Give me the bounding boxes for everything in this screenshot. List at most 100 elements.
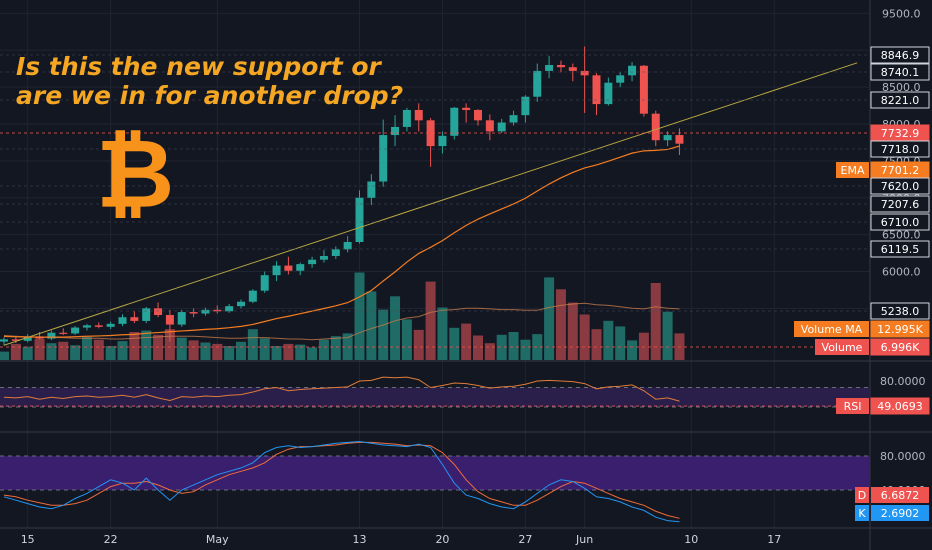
- candle-body: [521, 96, 530, 116]
- candle-body: [165, 315, 174, 325]
- candle-body: [379, 135, 388, 182]
- candle: [391, 115, 400, 147]
- volume-bar: [484, 343, 495, 360]
- price-label: 7701.2 EMA: [836, 161, 930, 179]
- price-label-value: 7718.0: [881, 143, 920, 156]
- volume-bar: [437, 307, 448, 360]
- candle: [106, 321, 115, 330]
- candle-body: [438, 135, 447, 147]
- candle-body: [11, 339, 20, 341]
- price-label: 7732.9: [870, 124, 930, 142]
- headline-line-2: are we in for another drop?: [16, 81, 404, 110]
- indicator-bands: [0, 387, 870, 491]
- price-label-value: 7207.6: [881, 198, 920, 211]
- candle: [533, 63, 542, 102]
- candle: [71, 326, 80, 335]
- candle-body: [391, 126, 400, 136]
- candle: [663, 131, 672, 147]
- candle-body: [462, 107, 471, 110]
- candle-body: [450, 107, 459, 136]
- price-label-value: 7620.0: [881, 180, 920, 193]
- price-label-value: 8846.9: [881, 49, 920, 62]
- price-label-box: [870, 91, 930, 109]
- candle-body: [663, 135, 672, 141]
- candlesticks[interactable]: [0, 46, 684, 346]
- volume-bar: [662, 311, 673, 360]
- volume-bar: [129, 332, 140, 360]
- time-tick-label: May: [206, 533, 229, 546]
- candle-body: [616, 75, 625, 83]
- candle: [308, 256, 317, 268]
- price-label: 7207.6: [870, 195, 930, 213]
- volume-bar: [378, 309, 389, 360]
- volume-bar: [413, 329, 424, 360]
- price-label-value: 6119.5: [881, 243, 920, 256]
- candle: [59, 328, 68, 335]
- candle-body: [118, 317, 127, 324]
- indicator-lines: [0, 54, 870, 523]
- stoch-k-line: [3, 441, 680, 523]
- volume-bar: [247, 329, 258, 360]
- volume-bars: [0, 272, 685, 360]
- volume-bar: [354, 272, 365, 360]
- volume-bar: [390, 296, 401, 360]
- candle-body: [272, 265, 281, 276]
- candle-body: [260, 275, 269, 291]
- price-tick-label: 8500.0: [882, 81, 921, 94]
- volume-bar: [81, 336, 92, 360]
- candle: [0, 337, 8, 346]
- candle-body: [94, 325, 103, 327]
- candle-body: [568, 67, 577, 71]
- candle: [331, 246, 340, 259]
- price-label: 8221.0: [870, 91, 930, 109]
- volume-label: 12.995K Volume MA: [794, 320, 930, 338]
- stoch-d-label-box: [871, 487, 929, 503]
- price-label: 6710.0: [870, 213, 930, 231]
- candle: [130, 311, 139, 324]
- volume-ma-line: [3, 302, 680, 341]
- price-label-value: 7701.2: [881, 164, 920, 177]
- volume-bar: [508, 332, 519, 360]
- time-tick-label: 13: [353, 533, 367, 546]
- candle: [142, 306, 151, 324]
- volume-bar: [117, 341, 128, 360]
- rsi-value-label-tag: RSI: [844, 400, 862, 413]
- candle: [521, 95, 530, 123]
- price-label-box: [870, 177, 930, 195]
- candle-body: [225, 306, 234, 312]
- price-label-box: [870, 240, 930, 258]
- volume-bar: [271, 346, 282, 360]
- candle-body: [106, 323, 115, 327]
- rsi-value-label-value: 49.0693: [877, 400, 923, 413]
- volume-bar: [164, 329, 175, 360]
- price-tick-label: 6500.0: [882, 229, 921, 242]
- price-label-box: [870, 63, 930, 81]
- candle: [556, 60, 565, 73]
- volume-label-tag-box: [815, 339, 869, 355]
- volume-bar: [259, 338, 270, 360]
- candle: [509, 110, 518, 126]
- rsi-value-label-box: [870, 397, 930, 415]
- candle: [497, 118, 506, 133]
- candle-body: [248, 290, 257, 302]
- volume-label: 6.996K Volume: [815, 338, 930, 356]
- volume-bar: [461, 323, 472, 360]
- candle: [545, 56, 554, 79]
- volume-label-tag: Volume MA: [801, 323, 863, 336]
- volume-bar: [283, 343, 294, 360]
- candle-body: [142, 308, 151, 321]
- volume-bar: [307, 347, 318, 360]
- candle-body: [177, 312, 186, 325]
- candle: [592, 73, 601, 116]
- price-label-box: [870, 213, 930, 231]
- rsi-value-label-tag-box: [836, 398, 869, 414]
- candle: [355, 190, 364, 244]
- stoch-tick-label: 80.0000: [880, 450, 926, 463]
- candle: [284, 256, 293, 275]
- volume-bar: [58, 341, 69, 360]
- volume-bar: [93, 339, 104, 360]
- volume-bar: [70, 345, 81, 360]
- candle: [296, 262, 305, 276]
- price-label: 5238.0: [870, 302, 930, 320]
